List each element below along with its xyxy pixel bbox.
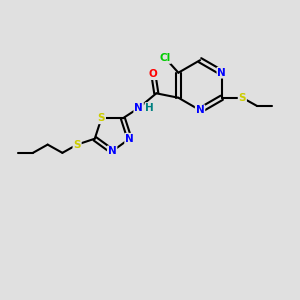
Text: S: S (98, 113, 105, 123)
Text: Cl: Cl (160, 53, 171, 63)
Text: N: N (134, 103, 143, 113)
Text: H: H (146, 103, 154, 113)
Text: S: S (74, 140, 81, 150)
Text: N: N (108, 146, 116, 156)
Text: O: O (149, 69, 158, 79)
Text: S: S (238, 93, 246, 103)
Text: N: N (125, 134, 134, 144)
Text: N: N (196, 105, 204, 115)
Text: N: N (218, 68, 226, 78)
